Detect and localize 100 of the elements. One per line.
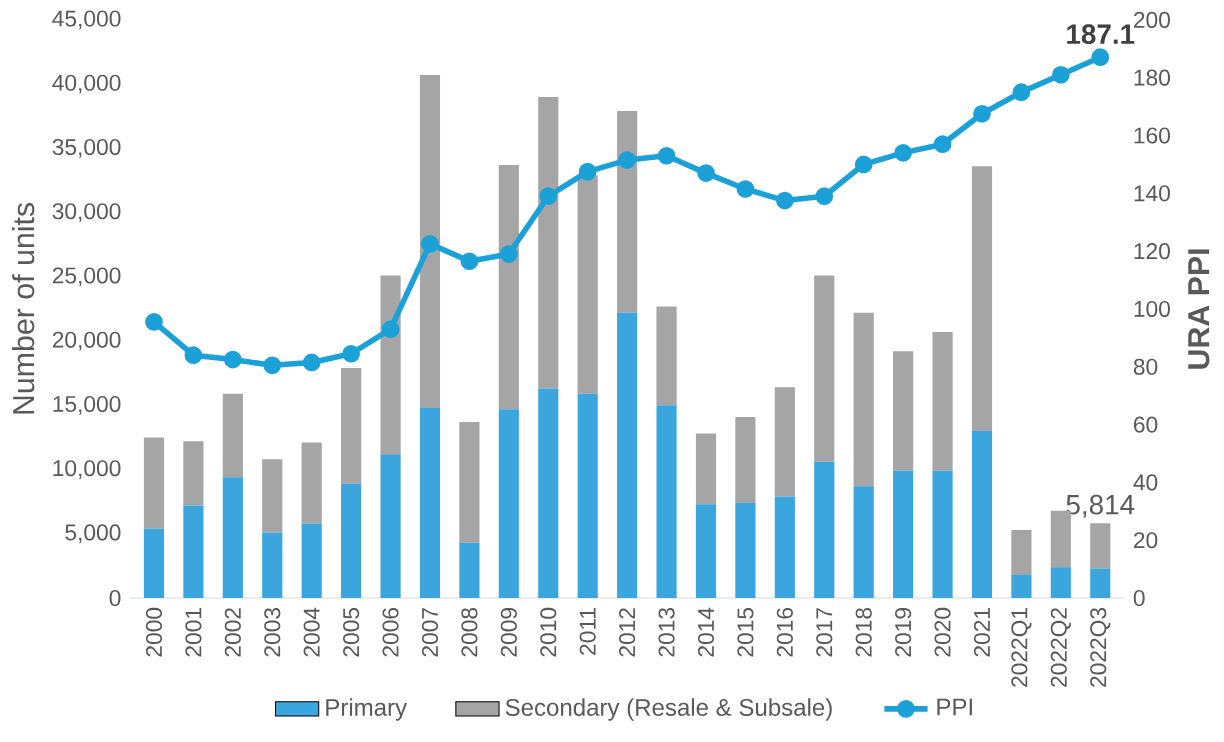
y-tick-label: 45,000 bbox=[52, 10, 121, 30]
bar bbox=[183, 505, 204, 599]
bar bbox=[183, 441, 204, 506]
point bbox=[421, 235, 439, 253]
x-tick-label: 2004 bbox=[303, 607, 320, 657]
bar bbox=[459, 542, 480, 599]
x-tick-label: 2000 bbox=[145, 607, 163, 657]
bar bbox=[222, 477, 243, 599]
point bbox=[539, 187, 558, 206]
y2-tick-label: 140 bbox=[1134, 185, 1170, 202]
x-tick-label: 2014 bbox=[697, 607, 715, 657]
x-tick-label: 2010 bbox=[540, 607, 557, 657]
x-tick-label: 2017 bbox=[816, 608, 833, 657]
y-tick-label: 15,000 bbox=[53, 395, 121, 415]
bar bbox=[1050, 567, 1071, 599]
y-tick-label: 5,000 bbox=[65, 524, 121, 544]
bar bbox=[932, 332, 953, 471]
x-tick-label: 2008 bbox=[461, 607, 478, 657]
bar bbox=[656, 306, 677, 406]
point bbox=[381, 320, 400, 339]
y2-tick-label: 20 bbox=[1134, 532, 1158, 549]
point bbox=[145, 313, 163, 331]
bar bbox=[735, 502, 756, 599]
point bbox=[223, 350, 242, 369]
y2-tick-label: 0 bbox=[1133, 589, 1145, 607]
total-label: 5,814 bbox=[1066, 494, 1135, 518]
x-tick-label: 2002 bbox=[224, 608, 241, 657]
x-tick-label: 2015 bbox=[737, 607, 754, 657]
x-tick-label: 2012 bbox=[619, 608, 636, 657]
y2-tick-label: 120 bbox=[1134, 243, 1170, 260]
y-tick-label: 0 bbox=[109, 589, 121, 607]
y2-tick-label: 200 bbox=[1134, 11, 1170, 28]
point bbox=[578, 162, 597, 181]
bar bbox=[419, 407, 441, 599]
bar bbox=[143, 528, 165, 599]
x-tick-label: 2019 bbox=[895, 608, 912, 657]
y-tick-label: 35,000 bbox=[52, 138, 121, 158]
bar bbox=[1011, 574, 1032, 599]
bar bbox=[341, 368, 362, 484]
bar bbox=[617, 312, 638, 599]
y2-tick-label: 40 bbox=[1133, 474, 1158, 491]
bar bbox=[143, 437, 165, 529]
legend-label: Primary bbox=[326, 698, 408, 721]
y2-tick-label: 60 bbox=[1134, 416, 1158, 433]
point bbox=[263, 356, 282, 375]
x-tick-label: 2022Q3 bbox=[1090, 607, 1111, 687]
y-axis-title: Number of units bbox=[12, 202, 35, 414]
bar bbox=[774, 387, 795, 497]
bar bbox=[538, 388, 559, 599]
point bbox=[499, 245, 518, 263]
x-tick-label: 2001 bbox=[185, 608, 202, 657]
x-tick-label: 2007 bbox=[421, 608, 439, 657]
bar bbox=[971, 166, 993, 431]
bar bbox=[380, 454, 401, 599]
bar bbox=[498, 409, 519, 599]
y-tick-label: 20,000 bbox=[52, 331, 121, 351]
x-tick-label: 2009 bbox=[500, 608, 517, 657]
bar bbox=[853, 312, 874, 487]
bar bbox=[341, 483, 362, 599]
bar bbox=[380, 275, 401, 455]
point bbox=[894, 143, 912, 162]
bar bbox=[262, 459, 283, 533]
point bbox=[184, 346, 203, 365]
bar bbox=[893, 470, 914, 599]
x-tick-label: 2003 bbox=[264, 607, 281, 657]
bar bbox=[735, 416, 756, 503]
point bbox=[1091, 48, 1110, 67]
x-tick-label: 2022Q2 bbox=[1050, 608, 1071, 687]
point bbox=[775, 191, 794, 210]
y-tick-label: 30,000 bbox=[52, 203, 121, 222]
x-tick-label: 2020 bbox=[934, 607, 951, 657]
y-tick-label: 40,000 bbox=[52, 74, 121, 94]
y2-tick-label: 180 bbox=[1134, 69, 1170, 86]
bar bbox=[971, 430, 993, 599]
x-tick-label: 2021 bbox=[973, 608, 991, 657]
bar bbox=[419, 75, 441, 408]
x-tick-label: 2011 bbox=[579, 608, 596, 655]
bar bbox=[656, 405, 677, 599]
bar bbox=[814, 275, 835, 462]
bar bbox=[774, 496, 795, 599]
point bbox=[657, 146, 676, 165]
y2-axis-title: URA PPI bbox=[1188, 249, 1210, 369]
bar bbox=[617, 111, 638, 313]
point bbox=[302, 353, 321, 372]
point bbox=[460, 252, 479, 271]
point bbox=[736, 180, 755, 198]
point bbox=[697, 164, 715, 182]
point bbox=[618, 151, 636, 169]
x-tick-label: 2006 bbox=[382, 607, 399, 657]
point bbox=[973, 104, 991, 123]
legend-label: Secondary (Resale & Subsale) bbox=[505, 698, 832, 721]
bar bbox=[932, 470, 953, 599]
y2-tick-label: 160 bbox=[1134, 127, 1170, 144]
legend-label: PPI bbox=[937, 698, 972, 716]
bar bbox=[577, 393, 598, 599]
bar bbox=[498, 165, 519, 410]
x-tick-label: 2018 bbox=[855, 607, 872, 657]
y2-tick-label: 80 bbox=[1133, 358, 1158, 375]
bar bbox=[1011, 529, 1032, 575]
point bbox=[854, 155, 873, 174]
